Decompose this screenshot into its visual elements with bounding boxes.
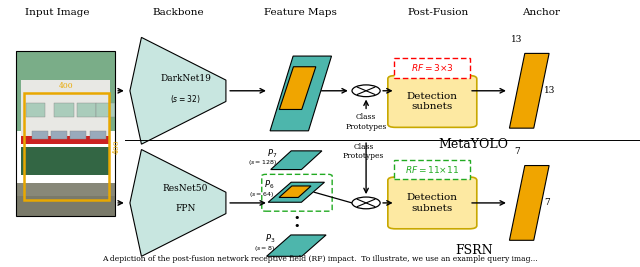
- Text: Detection
subnets: Detection subnets: [407, 193, 458, 213]
- Text: FPN: FPN: [175, 204, 196, 213]
- Text: $(s=64)$: $(s=64)$: [250, 190, 275, 199]
- Polygon shape: [267, 235, 326, 256]
- Text: $P_3$: $P_3$: [265, 233, 275, 245]
- Text: Post-Fusion: Post-Fusion: [408, 8, 469, 17]
- Text: 13: 13: [544, 86, 556, 95]
- Text: 400: 400: [59, 82, 74, 90]
- Text: $P_7$: $P_7$: [267, 147, 277, 160]
- Text: ResNet50: ResNet50: [163, 184, 208, 193]
- Polygon shape: [270, 56, 332, 131]
- Polygon shape: [509, 166, 549, 240]
- Bar: [54, 103, 74, 117]
- Text: Detection
subnets: Detection subnets: [407, 92, 458, 111]
- Text: DarkNet19: DarkNet19: [160, 74, 211, 83]
- FancyBboxPatch shape: [394, 160, 470, 179]
- Bar: [21, 80, 110, 139]
- Polygon shape: [271, 151, 322, 170]
- Circle shape: [352, 197, 380, 209]
- Bar: [96, 103, 115, 117]
- Bar: [90, 131, 106, 139]
- Text: Input Image: Input Image: [26, 8, 90, 17]
- Text: $RF = 11{\times}11$: $RF = 11{\times}11$: [405, 164, 460, 175]
- Text: 400: 400: [113, 140, 122, 154]
- Bar: [51, 131, 67, 139]
- FancyBboxPatch shape: [388, 177, 477, 229]
- Text: 7: 7: [515, 147, 520, 156]
- Text: Feature Maps: Feature Maps: [264, 8, 337, 17]
- Text: A depiction of the post-fusion network receptive field (RF) impact.  To illustra: A depiction of the post-fusion network r…: [102, 255, 538, 263]
- Polygon shape: [130, 37, 226, 144]
- Text: Anchor: Anchor: [522, 8, 560, 17]
- Text: •: •: [293, 221, 300, 231]
- Bar: [16, 183, 115, 197]
- Text: 7: 7: [544, 198, 550, 207]
- Text: MetaYOLO: MetaYOLO: [438, 138, 509, 151]
- Text: Class
Prototypes: Class Prototypes: [346, 113, 387, 131]
- Bar: [77, 103, 96, 117]
- Polygon shape: [268, 182, 324, 202]
- Bar: [24, 93, 109, 200]
- Text: Class
Prototypes: Class Prototypes: [343, 143, 384, 160]
- Bar: [21, 136, 110, 144]
- Polygon shape: [509, 53, 549, 128]
- Text: $(s = 32)$: $(s = 32)$: [170, 93, 201, 105]
- Text: •: •: [293, 213, 300, 223]
- Text: FSRN: FSRN: [455, 245, 492, 257]
- FancyBboxPatch shape: [388, 76, 477, 127]
- Text: $RF = 3{\times}3$: $RF = 3{\times}3$: [411, 62, 454, 73]
- FancyBboxPatch shape: [394, 58, 470, 78]
- Bar: [16, 186, 115, 216]
- Polygon shape: [130, 150, 226, 256]
- Text: 13: 13: [511, 35, 523, 44]
- Bar: [21, 147, 110, 175]
- Circle shape: [352, 85, 380, 97]
- Bar: [26, 103, 45, 117]
- Bar: [32, 131, 48, 139]
- Bar: [16, 51, 115, 216]
- Bar: [16, 51, 115, 216]
- Text: $(s=8)$: $(s=8)$: [254, 244, 275, 253]
- Polygon shape: [279, 186, 311, 198]
- Polygon shape: [280, 67, 316, 109]
- Text: $(s=128)$: $(s=128)$: [248, 158, 277, 167]
- Bar: [16, 51, 115, 131]
- Text: Backbone: Backbone: [152, 8, 204, 17]
- Bar: [70, 131, 86, 139]
- Text: $P_6$: $P_6$: [264, 179, 275, 191]
